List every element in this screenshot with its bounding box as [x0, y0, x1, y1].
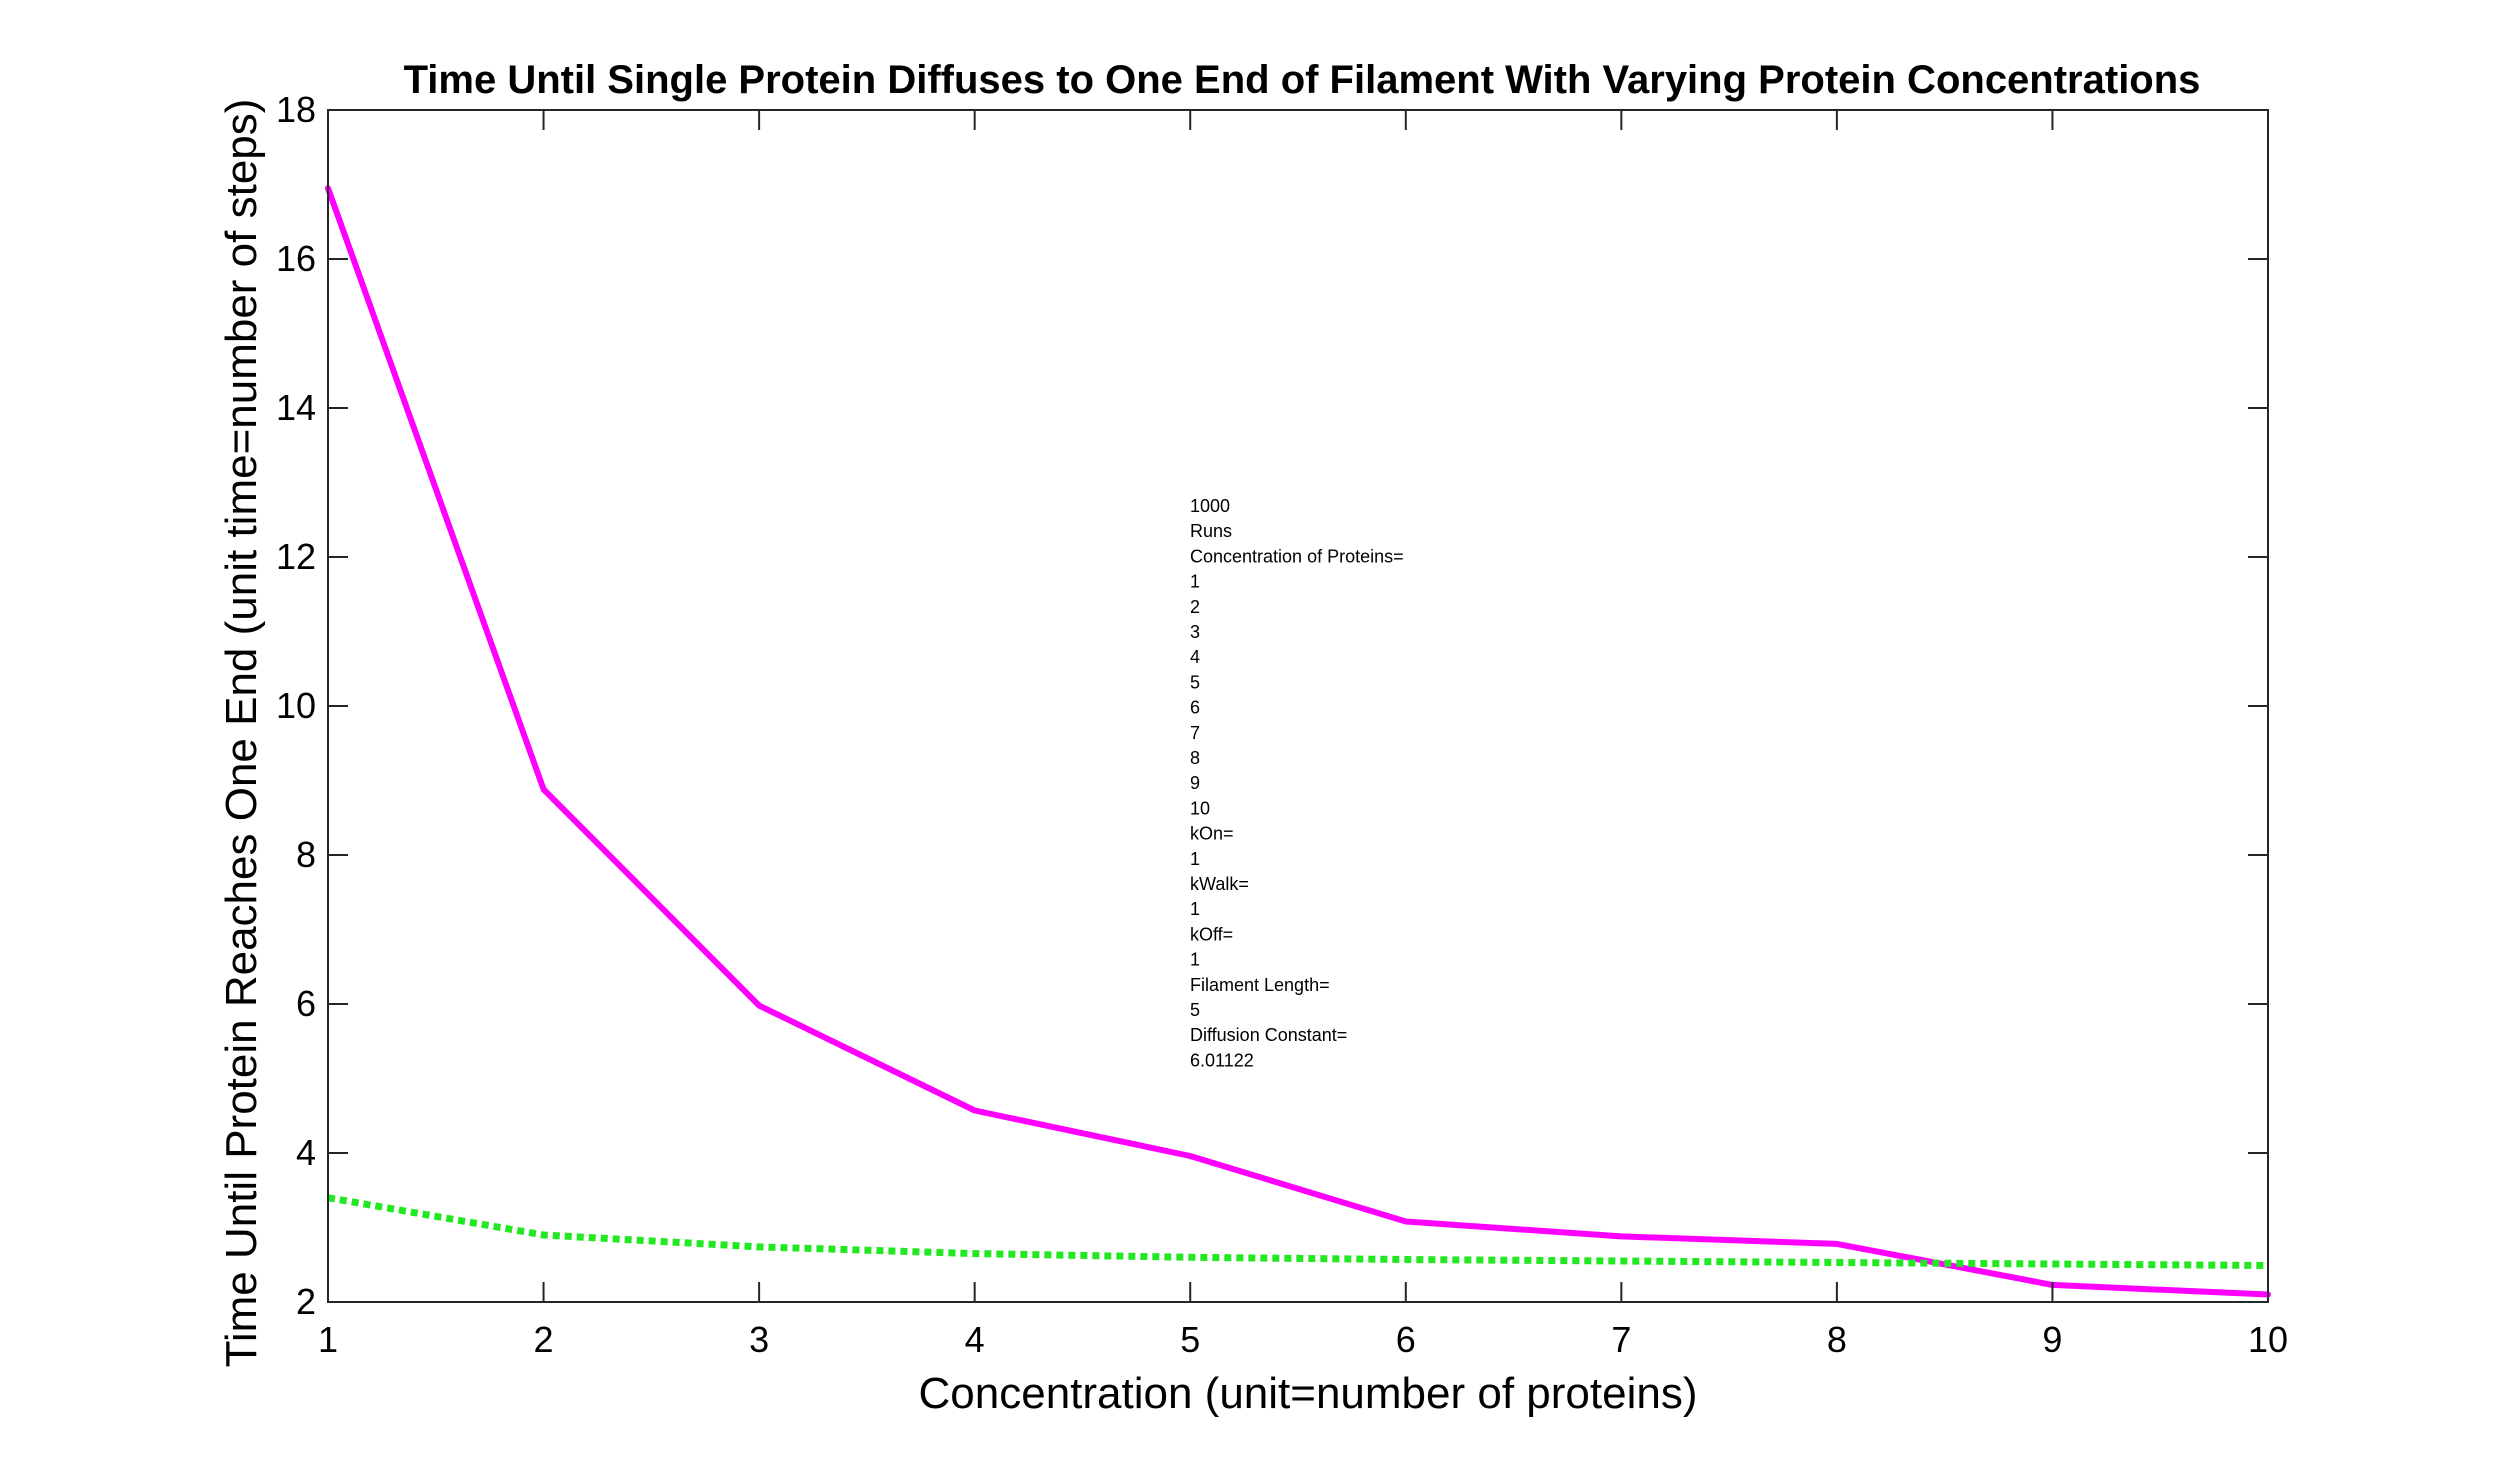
y-axis-label: Time Until Protein Reaches One End (unit…	[217, 99, 266, 1368]
annotation-line: 1	[1190, 899, 1200, 919]
annotation-line: Filament Length=	[1190, 975, 1330, 995]
annotation-line: 2	[1190, 597, 1200, 617]
annotation-line: 1000	[1190, 496, 1230, 516]
annotation-line: 1	[1190, 950, 1200, 970]
annotation-line: 4	[1190, 647, 1200, 667]
y-tick-label: 8	[296, 834, 316, 875]
y-tick-label: 6	[296, 983, 316, 1024]
y-tick-label: 12	[276, 536, 316, 577]
x-tick-label: 3	[749, 1319, 769, 1360]
annotation-line: 5	[1190, 672, 1200, 692]
annotation-line: 6.01122	[1190, 1050, 1254, 1070]
x-tick-label: 8	[1827, 1319, 1847, 1360]
annotation-line: 8	[1190, 748, 1200, 768]
x-tick-label: 2	[534, 1319, 554, 1360]
y-tick-label: 2	[296, 1281, 316, 1322]
x-axis-label: Concentration (unit=number of proteins)	[919, 1369, 1698, 1418]
series-layer	[325, 185, 2271, 1298]
x-tick-label: 5	[1180, 1319, 1200, 1360]
y-tick-label: 10	[276, 685, 316, 726]
annotation-line: Diffusion Constant=	[1190, 1025, 1347, 1045]
annotation-line: 7	[1190, 723, 1200, 743]
x-tick-label: 7	[1611, 1319, 1631, 1360]
y-tick-label: 18	[276, 89, 316, 130]
annotation-line: 1	[1190, 849, 1200, 869]
series-line-2	[327, 1194, 2269, 1269]
annotation-line: kWalk=	[1190, 874, 1249, 894]
x-tick-label: 4	[965, 1319, 985, 1360]
x-tick-label: 9	[2042, 1319, 2062, 1360]
annotation-text-block: 1000 Runs Concentration of Proteins= 1 2 3 4 5 6…	[1190, 496, 1404, 1070]
annotation-line: kOff=	[1190, 924, 1233, 944]
x-tick-label: 1	[318, 1319, 338, 1360]
y-tick-label: 14	[276, 387, 316, 428]
annotation-line: 6	[1190, 698, 1200, 718]
chart-title: Time Until Single Protein Diffuses to On…	[404, 58, 2201, 102]
plot-area	[328, 110, 2268, 1302]
x-tick-label: 6	[1396, 1319, 1416, 1360]
x-tick-label: 10	[2248, 1319, 2288, 1360]
y-tick-label: 16	[276, 238, 316, 279]
annotation-line: Concentration of Proteins=	[1190, 546, 1404, 566]
annotation-line: kOn=	[1190, 824, 1234, 844]
plot-box-background	[328, 110, 2268, 1302]
annotation-line: 10	[1190, 798, 1210, 818]
annotation-line: 9	[1190, 773, 1200, 793]
annotation-line: Runs	[1190, 521, 1232, 541]
annotation-line: 1	[1190, 572, 1200, 592]
y-tick-label: 4	[296, 1132, 316, 1173]
annotation-line: 5	[1190, 1000, 1200, 1020]
annotation-line: 3	[1190, 622, 1200, 642]
